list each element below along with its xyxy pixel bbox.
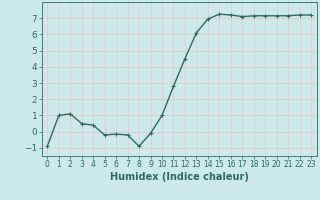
X-axis label: Humidex (Indice chaleur): Humidex (Indice chaleur)	[110, 172, 249, 182]
